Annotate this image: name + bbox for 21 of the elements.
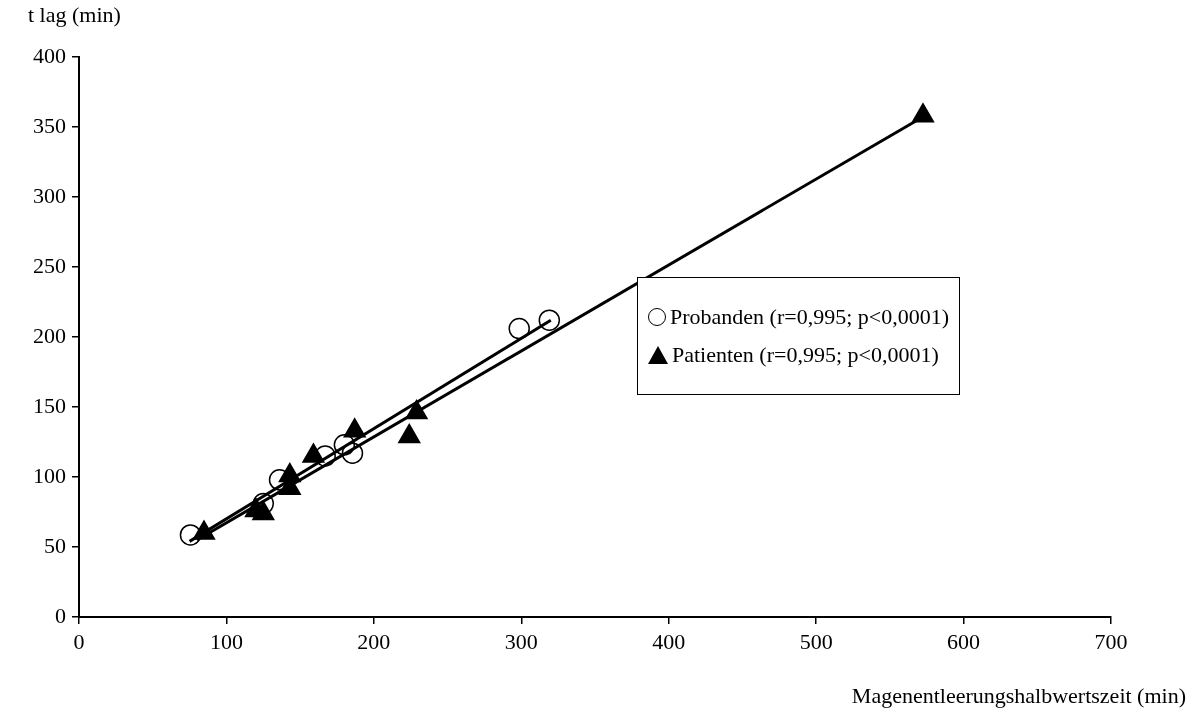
y-tick-label: 150 [33,392,66,418]
legend-label: Probanden (r=0,995; p<0,0001) [670,304,949,330]
y-axis-title: t lag (min) [28,2,121,28]
y-tick-label: 50 [44,532,66,558]
y-tick-label: 0 [55,602,66,628]
y-tick-label: 300 [33,182,66,208]
x-tick-label: 200 [357,628,391,654]
x-tick-label: 500 [799,628,833,654]
x-tick-label: 300 [504,628,538,654]
y-tick-label: 250 [33,252,66,278]
y-tick-label: 350 [33,112,66,138]
x-tick-label: 100 [209,628,243,654]
y-tick-label: 400 [33,42,66,68]
y-tick-label: 100 [33,462,66,488]
legend-label: Patienten (r=0,995; p<0,0001) [672,342,939,368]
x-tick-label: 0 [73,628,85,654]
x-axis-title: Magenentleerungshalbwertszeit (min) [851,683,1186,709]
x-tick-label: 400 [652,628,686,654]
x-tick-label: 600 [947,628,981,654]
x-tick-label: 700 [1094,628,1128,654]
y-tick-label: 200 [33,322,66,348]
